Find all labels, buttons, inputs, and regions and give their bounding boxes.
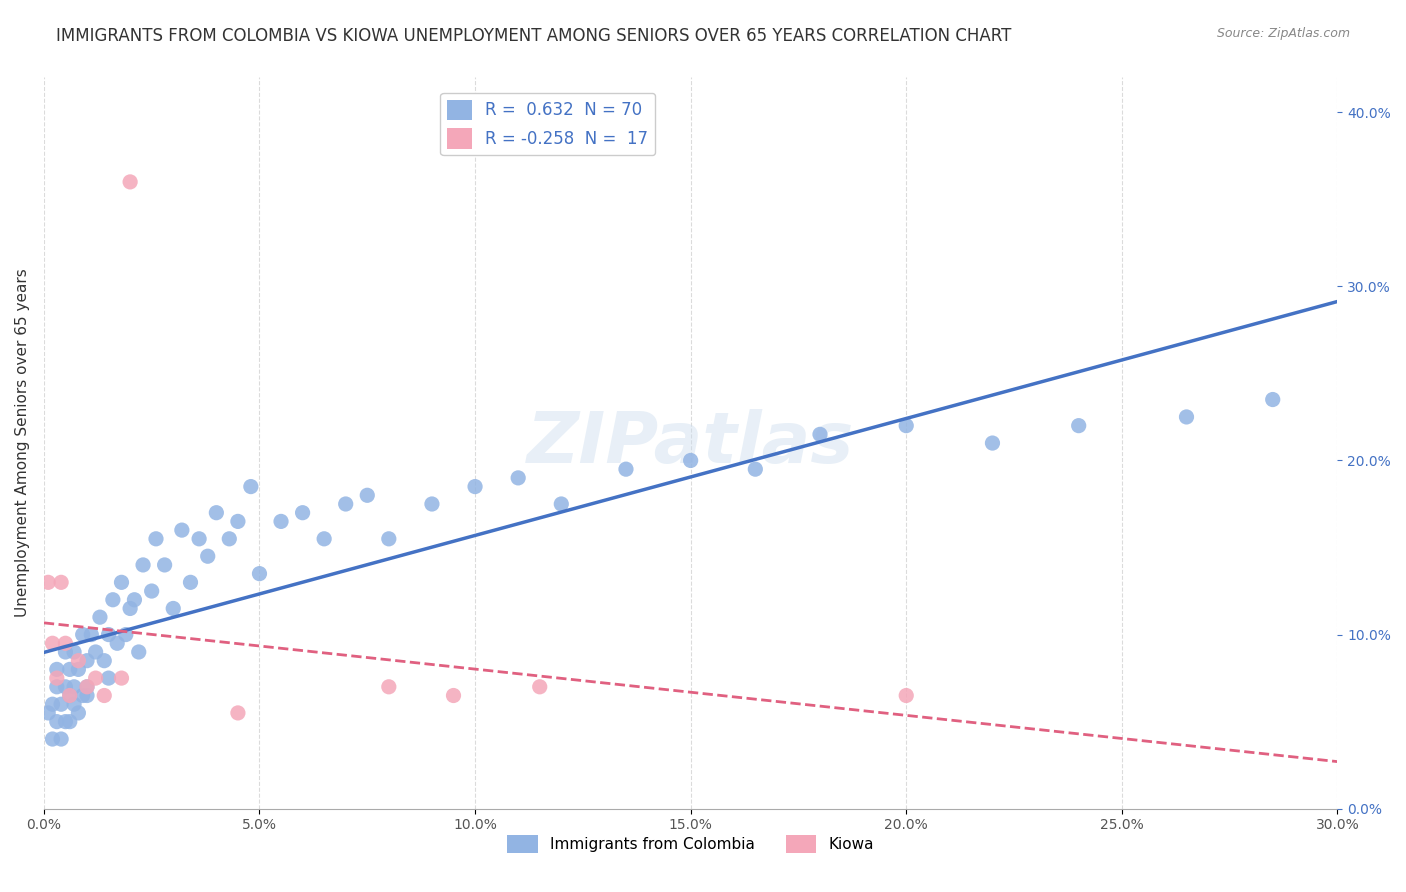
Point: [162, 601, 184, 615]
Point: [67, 662, 90, 676]
Point: [120, 175, 142, 189]
Point: [67, 654, 90, 668]
Point: [45, 662, 67, 676]
Point: [110, 575, 132, 590]
Text: ZIPatlas: ZIPatlas: [527, 409, 855, 477]
Point: [443, 689, 465, 703]
Point: [153, 558, 176, 572]
Point: [55, 714, 77, 729]
Point: [226, 515, 249, 529]
Point: [808, 427, 831, 442]
Point: [378, 532, 401, 546]
Point: [93, 689, 115, 703]
Point: [1261, 392, 1284, 407]
Point: [59, 714, 82, 729]
Point: [49, 732, 72, 747]
Point: [550, 497, 572, 511]
Point: [249, 566, 271, 581]
Point: [72, 689, 94, 703]
Point: [49, 697, 72, 711]
Point: [97, 627, 120, 641]
Point: [170, 523, 193, 537]
Point: [55, 645, 77, 659]
Point: [420, 497, 443, 511]
Point: [179, 575, 201, 590]
Point: [37, 706, 59, 720]
Point: [218, 532, 240, 546]
Point: [981, 436, 1004, 450]
Point: [49, 575, 72, 590]
Point: [89, 610, 111, 624]
Point: [37, 575, 59, 590]
Point: [291, 506, 314, 520]
Point: [744, 462, 766, 476]
Point: [59, 689, 82, 703]
Point: [128, 645, 150, 659]
Point: [356, 488, 378, 502]
Point: [59, 662, 82, 676]
Point: [41, 732, 63, 747]
Point: [55, 680, 77, 694]
Point: [76, 654, 98, 668]
Point: [896, 418, 918, 433]
Text: Source: ZipAtlas.com: Source: ZipAtlas.com: [1216, 27, 1350, 40]
Point: [145, 532, 167, 546]
Point: [63, 697, 86, 711]
Point: [84, 645, 107, 659]
Point: [105, 636, 128, 650]
Point: [45, 680, 67, 694]
Point: [80, 627, 103, 641]
Text: IMMIGRANTS FROM COLOMBIA VS KIOWA UNEMPLOYMENT AMONG SENIORS OVER 65 YEARS CORRE: IMMIGRANTS FROM COLOMBIA VS KIOWA UNEMPL…: [56, 27, 1011, 45]
Point: [679, 453, 702, 467]
Point: [335, 497, 357, 511]
Point: [84, 671, 107, 685]
Point: [270, 515, 292, 529]
Point: [226, 706, 249, 720]
Point: [1067, 418, 1090, 433]
Point: [41, 697, 63, 711]
Point: [896, 689, 918, 703]
Point: [55, 636, 77, 650]
Point: [464, 479, 486, 493]
Point: [45, 671, 67, 685]
Point: [93, 654, 115, 668]
Point: [76, 680, 98, 694]
Point: [508, 471, 530, 485]
Point: [76, 680, 98, 694]
Point: [120, 601, 142, 615]
Point: [59, 689, 82, 703]
Point: [141, 584, 163, 599]
Point: [132, 558, 155, 572]
Point: [101, 592, 124, 607]
Y-axis label: Unemployment Among Seniors over 65 years: Unemployment Among Seniors over 65 years: [15, 268, 30, 617]
Point: [114, 627, 136, 641]
Point: [67, 706, 90, 720]
Point: [378, 680, 401, 694]
Point: [63, 680, 86, 694]
Point: [63, 645, 86, 659]
Point: [72, 627, 94, 641]
Point: [97, 671, 120, 685]
Point: [205, 506, 228, 520]
Point: [124, 592, 146, 607]
Point: [614, 462, 637, 476]
Point: [1175, 409, 1198, 424]
Point: [76, 689, 98, 703]
Point: [239, 479, 262, 493]
Point: [188, 532, 211, 546]
Point: [529, 680, 551, 694]
Point: [41, 636, 63, 650]
Legend: R =  0.632  N = 70, R = -0.258  N =  17: R = 0.632 N = 70, R = -0.258 N = 17: [440, 93, 655, 155]
Point: [197, 549, 219, 564]
Point: [45, 714, 67, 729]
Point: [110, 671, 132, 685]
Point: [314, 532, 336, 546]
